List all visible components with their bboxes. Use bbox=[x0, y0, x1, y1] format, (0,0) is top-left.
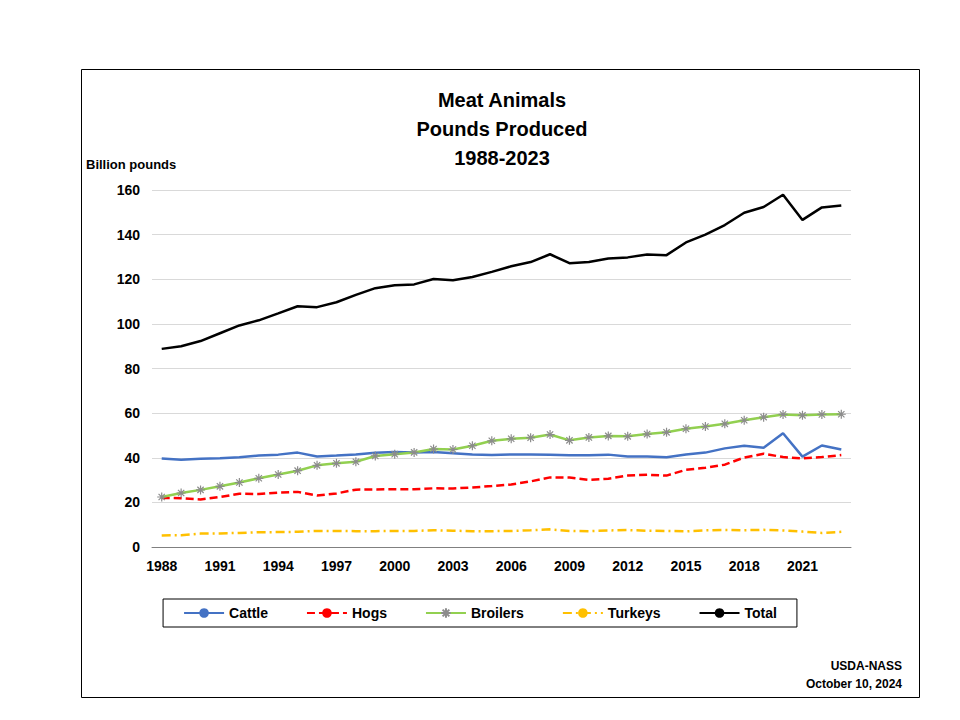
svg-text:Billion pounds: Billion pounds bbox=[86, 157, 176, 172]
svg-text:1997: 1997 bbox=[321, 558, 352, 574]
svg-text:2003: 2003 bbox=[437, 558, 468, 574]
svg-text:1988-2023: 1988-2023 bbox=[454, 147, 550, 169]
svg-text:USDA-NASS: USDA-NASS bbox=[831, 659, 902, 673]
svg-text:2009: 2009 bbox=[554, 558, 585, 574]
svg-text:Cattle: Cattle bbox=[229, 605, 268, 621]
svg-text:80: 80 bbox=[124, 361, 140, 377]
svg-text:1994: 1994 bbox=[263, 558, 294, 574]
svg-text:60: 60 bbox=[124, 405, 140, 421]
svg-text:140: 140 bbox=[117, 227, 141, 243]
svg-text:2015: 2015 bbox=[670, 558, 701, 574]
svg-text:Pounds Produced: Pounds Produced bbox=[416, 118, 587, 140]
svg-text:120: 120 bbox=[117, 271, 141, 287]
svg-text:2021: 2021 bbox=[787, 558, 818, 574]
svg-text:40: 40 bbox=[124, 450, 140, 466]
svg-text:2000: 2000 bbox=[379, 558, 410, 574]
svg-text:Total: Total bbox=[745, 605, 777, 621]
svg-text:1988: 1988 bbox=[146, 558, 177, 574]
svg-text:October 10, 2024: October 10, 2024 bbox=[806, 677, 902, 691]
svg-text:2018: 2018 bbox=[729, 558, 760, 574]
svg-text:0: 0 bbox=[132, 539, 140, 555]
svg-text:Meat Animals: Meat Animals bbox=[438, 89, 566, 111]
svg-text:Turkeys: Turkeys bbox=[608, 605, 661, 621]
svg-text:100: 100 bbox=[117, 316, 141, 332]
svg-text:2012: 2012 bbox=[612, 558, 643, 574]
svg-text:2006: 2006 bbox=[496, 558, 527, 574]
svg-text:20: 20 bbox=[124, 494, 140, 510]
svg-text:Broilers: Broilers bbox=[471, 605, 524, 621]
svg-text:1991: 1991 bbox=[204, 558, 235, 574]
svg-text:160: 160 bbox=[117, 182, 141, 198]
svg-text:Hogs: Hogs bbox=[352, 605, 387, 621]
